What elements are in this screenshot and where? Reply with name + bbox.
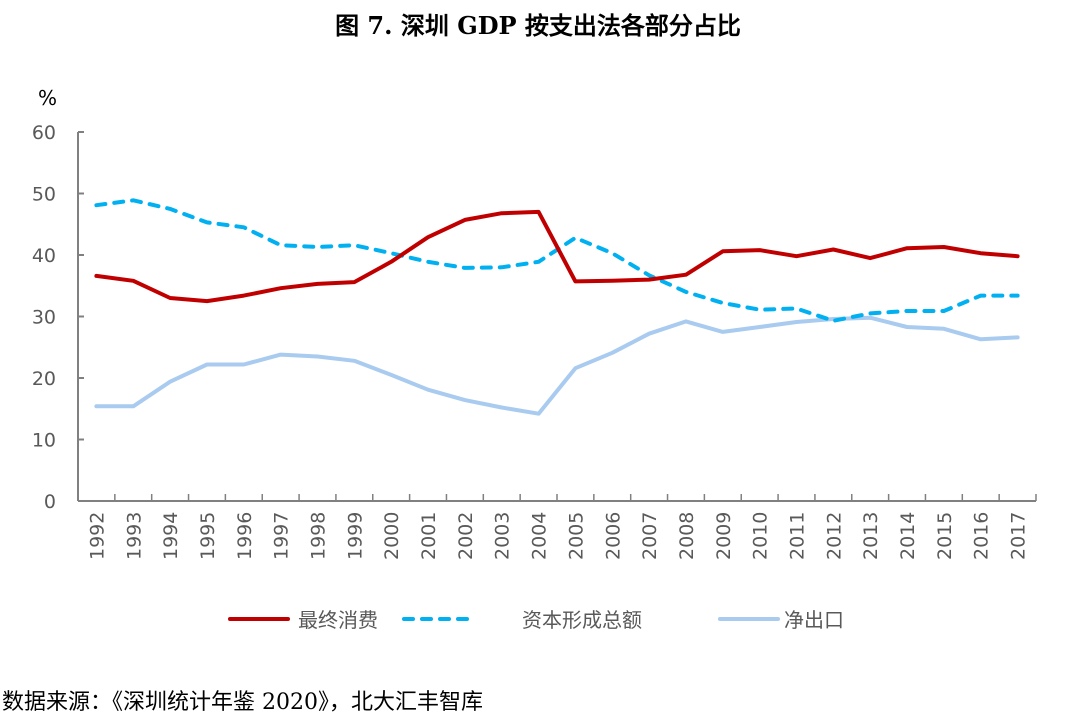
x-tick-label: 2001 bbox=[418, 512, 440, 560]
x-tick-label: 1995 bbox=[197, 512, 219, 560]
x-tick-label: 2008 bbox=[676, 512, 698, 560]
legend-label: 净出口 bbox=[784, 608, 844, 632]
legend: 最终消费 资本形成总额 净出口 bbox=[228, 608, 844, 632]
x-tick-label: 2002 bbox=[455, 512, 477, 560]
y-tick-label: 20 bbox=[32, 368, 56, 390]
source-note: 数据来源：《深圳统计年鉴 2020》，北大汇丰智库 bbox=[2, 690, 483, 715]
x-tick-label: 1998 bbox=[308, 512, 330, 560]
chart-title: 图 7. 深圳 GDP 按支出法各部分占比 bbox=[335, 11, 741, 40]
x-tick-label: 2006 bbox=[602, 512, 624, 560]
legend-label: 资本形成总额 bbox=[522, 608, 642, 632]
series-line-2 bbox=[94, 198, 1020, 323]
x-tick-label: 2009 bbox=[713, 512, 735, 560]
x-tick-label: 2004 bbox=[529, 512, 551, 560]
y-tick-label: 30 bbox=[32, 307, 56, 329]
x-tick-label: 1994 bbox=[160, 512, 182, 560]
x-tick-label: 2010 bbox=[750, 512, 772, 560]
x-tick-label: 1996 bbox=[234, 512, 256, 560]
x-tick-label: 2005 bbox=[565, 512, 587, 560]
y-tick-label: 40 bbox=[32, 245, 56, 267]
x-tick-label: 2014 bbox=[897, 512, 919, 560]
y-tick-labels: 0 10 20 30 40 50 60 bbox=[32, 122, 56, 513]
series-lines bbox=[94, 198, 1020, 416]
series-line-1 bbox=[94, 209, 1020, 304]
x-tick-label: 2012 bbox=[823, 512, 845, 560]
x-tick-label: 1992 bbox=[86, 512, 108, 560]
x-tick-label: 2015 bbox=[934, 512, 956, 560]
x-tick-labels: 1992 1993 1994 1995 1996 1997 1998 1999 2000 2001… bbox=[86, 512, 1029, 560]
y-tick-label: 10 bbox=[32, 430, 56, 452]
x-tick-label: 2003 bbox=[492, 512, 514, 560]
x-tick-label: 2000 bbox=[381, 512, 403, 560]
y-tick-label: 50 bbox=[32, 184, 56, 206]
x-tick-label: 2007 bbox=[639, 512, 661, 560]
x-tick-label: 1993 bbox=[123, 512, 145, 560]
y-tick-label: 0 bbox=[44, 491, 56, 513]
x-tick-label: 2011 bbox=[787, 512, 809, 560]
y-axis-unit-label: % bbox=[38, 86, 57, 110]
x-tick-label: 2016 bbox=[971, 512, 993, 560]
x-tick-label: 1999 bbox=[344, 512, 366, 560]
x-tick-label: 2013 bbox=[860, 512, 882, 560]
legend-label: 最终消费 bbox=[298, 608, 378, 632]
axes bbox=[77, 131, 1037, 502]
x-tick-label: 2017 bbox=[1008, 512, 1030, 560]
x-tick-label: 1997 bbox=[271, 512, 293, 560]
y-tick-label: 60 bbox=[32, 122, 56, 144]
line-chart: % 0 10 20 30 40 50 60 1992 1993 1994 1995 1996 1997… bbox=[32, 86, 1037, 632]
series-line-3 bbox=[94, 315, 1020, 416]
